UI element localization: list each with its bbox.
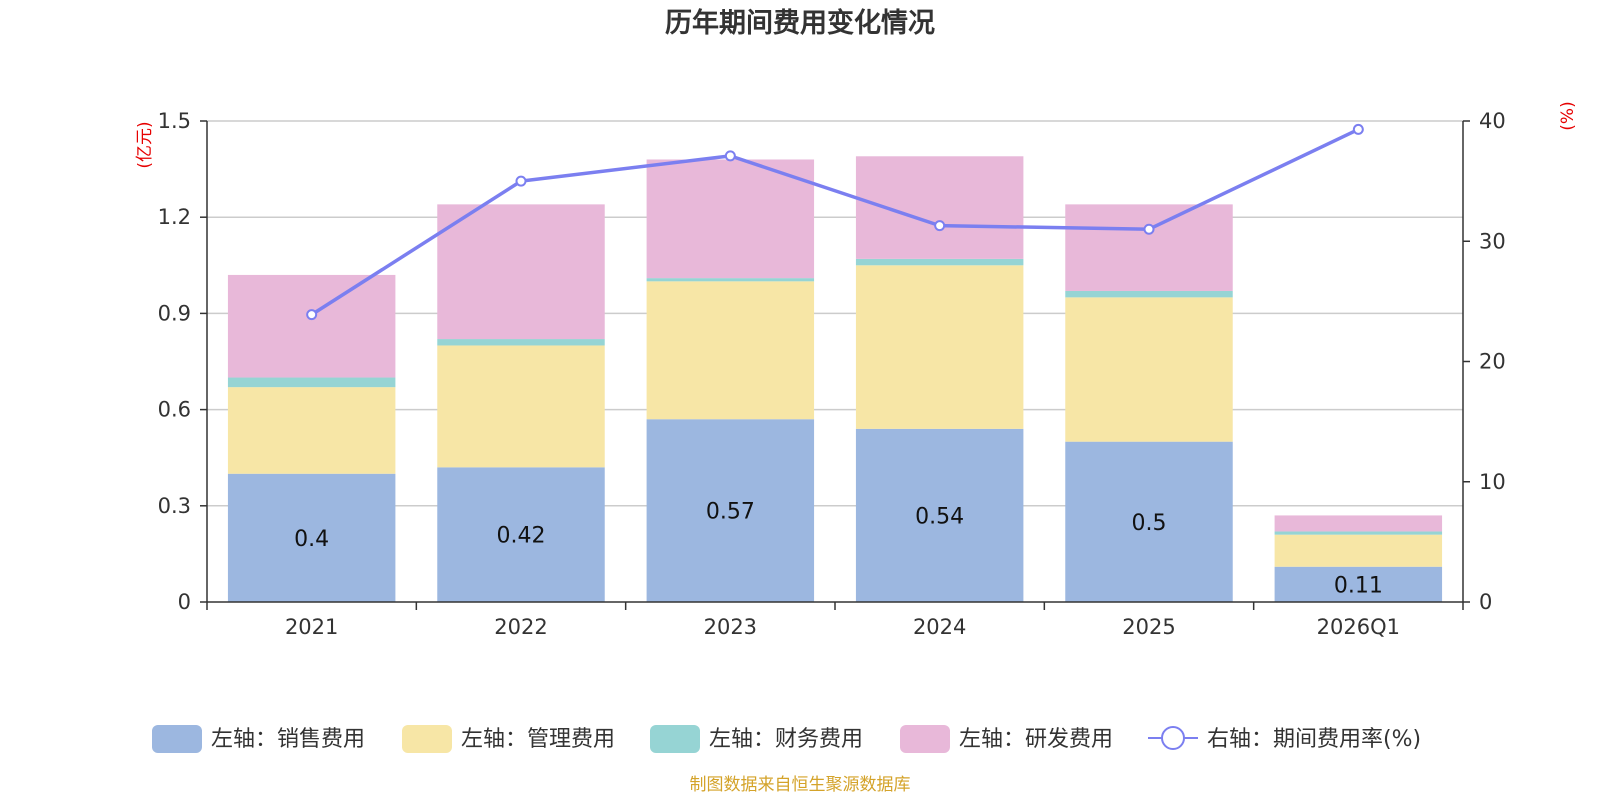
bar-segment (437, 345, 605, 468)
right-tick-label: 10 (1479, 470, 1506, 494)
left-axis-unit: (亿元) (135, 121, 155, 168)
bar-segment (855, 265, 1024, 429)
legend-swatch (650, 725, 700, 753)
bar-segment (1274, 534, 1443, 567)
rate-point (1143, 223, 1155, 235)
legend-item[interactable]: 左轴：研发费用 (900, 725, 1113, 753)
legend: 左轴：销售费用 左轴：管理费用 左轴：财务费用 左轴：研发费用 右轴：期间费用率(%) (152, 725, 1421, 753)
left-tick-label: 0.6 (158, 398, 191, 422)
legend-swatch (900, 725, 950, 753)
x-tick-label: 2023 (704, 615, 757, 639)
left-tick-label: 0.3 (158, 494, 191, 518)
right-tick-label: 20 (1479, 350, 1506, 374)
bar-data-label: 0.57 (706, 500, 755, 525)
chart-title: 历年期间费用变化情况 (665, 7, 935, 39)
bar-series: 0.4 0.42 0.57 0.54 0.5 0.11 (227, 156, 1443, 602)
bar-segment (1065, 297, 1233, 442)
rate-line (310, 127, 1360, 317)
source-note: 制图数据来自恒生聚源数据库 (690, 775, 911, 795)
rate-point (515, 175, 527, 187)
left-tick-label: 0 (178, 590, 191, 614)
bar-segment (227, 473, 396, 602)
legend-item[interactable]: 左轴：管理费用 (402, 725, 615, 753)
bar-segment (1274, 531, 1443, 535)
bar-segment (437, 467, 605, 602)
bar-segment (1274, 566, 1443, 602)
right-tick-label: 40 (1479, 109, 1506, 133)
bar-segment (1065, 441, 1233, 602)
axes: 0 0.3 0.6 0.9 1.2 1.5 0 10 20 30 40 2021 2022 2023 202… (158, 109, 1506, 639)
legend-marker (1161, 726, 1185, 750)
bar-segment (646, 419, 815, 602)
bar-data-label: 0.42 (497, 524, 546, 549)
bar-segment (646, 159, 815, 279)
rate-point (1352, 123, 1364, 135)
x-tick-label: 2022 (494, 615, 547, 639)
legend-item[interactable]: 右轴：期间费用率(%) (1148, 726, 1421, 752)
legend-swatch (152, 725, 202, 753)
bar-segment (227, 274, 396, 378)
rate-point (306, 309, 318, 321)
left-tick-label: 0.9 (158, 301, 191, 325)
legend-label: 右轴：期间费用率(%) (1207, 727, 1421, 752)
bar-data-label: 0.54 (915, 504, 964, 529)
right-tick-label: 0 (1479, 590, 1492, 614)
bar-segment (855, 258, 1024, 266)
left-tick-label: 1.2 (158, 205, 191, 229)
bar-data-label: 0.5 (1132, 511, 1167, 536)
right-tick-label: 30 (1479, 229, 1506, 253)
bar-segment (1065, 290, 1233, 298)
legend-swatch (402, 725, 452, 753)
legend-item[interactable]: 左轴：销售费用 (152, 725, 365, 753)
legend-item[interactable]: 左轴：财务费用 (650, 725, 863, 753)
rate-point (934, 220, 946, 232)
legend-label: 左轴：管理费用 (461, 727, 615, 752)
x-tick-label: 2026Q1 (1317, 615, 1400, 639)
bar-segment (855, 428, 1024, 602)
legend-label: 左轴：研发费用 (959, 727, 1113, 752)
bar-segment (1274, 515, 1443, 532)
bar-segment (437, 339, 605, 346)
bar-segment (646, 278, 815, 282)
gridlines (207, 120, 1463, 507)
x-tick-label: 2025 (1122, 615, 1175, 639)
x-tick-label: 2024 (913, 615, 966, 639)
line-series (306, 123, 1364, 321)
bar-data-label: 0.11 (1334, 573, 1383, 598)
x-tick-label: 2021 (285, 615, 338, 639)
legend-label: 左轴：财务费用 (709, 727, 863, 752)
bar-segment (227, 377, 396, 388)
bar-segment (437, 204, 605, 340)
bar-segment (646, 281, 815, 420)
bar-segment (1065, 204, 1233, 291)
rate-point (724, 150, 736, 162)
right-axis-unit: (%) (1558, 101, 1578, 130)
left-tick-label: 1.5 (158, 109, 191, 133)
legend-label: 左轴：销售费用 (211, 727, 365, 752)
bar-data-label: 0.4 (294, 527, 329, 552)
bar-segment (227, 387, 396, 474)
